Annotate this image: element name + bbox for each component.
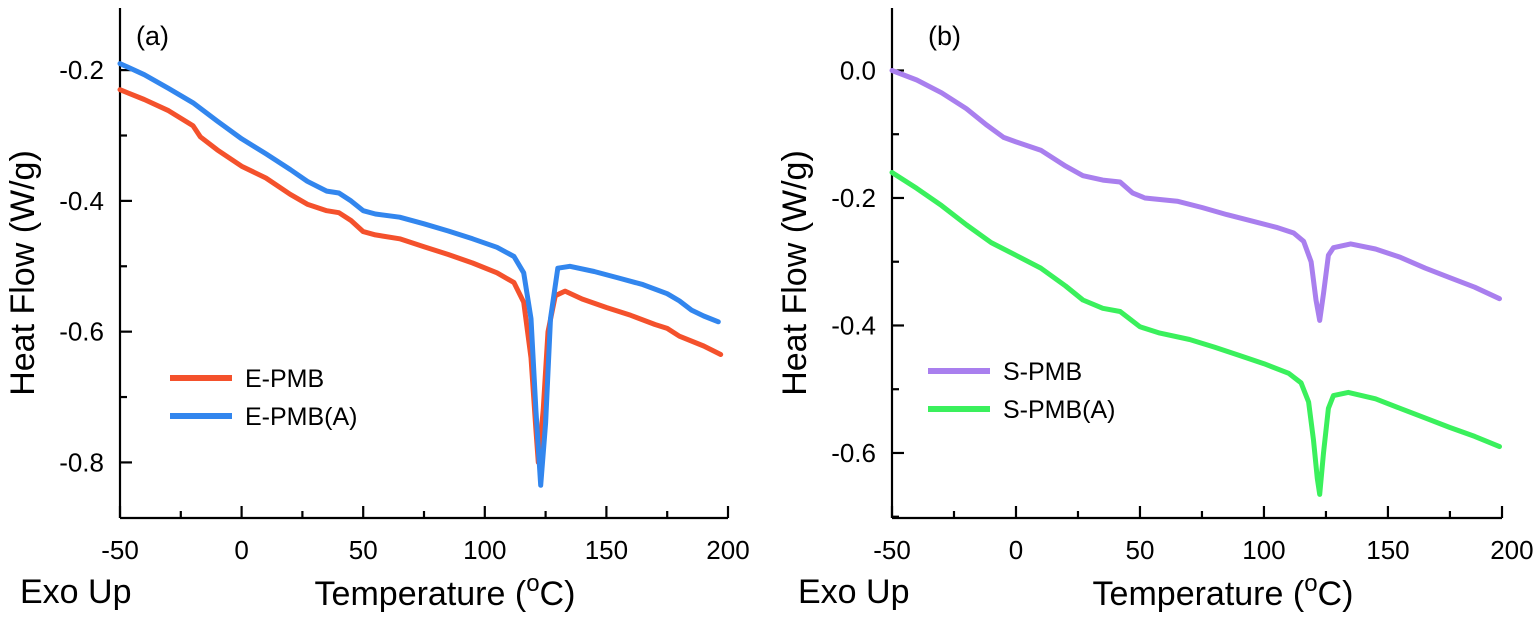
panel-a-x-tick-label: 0 xyxy=(234,535,248,565)
panel-a-x-axis-title: Temperature (oC) xyxy=(315,570,576,613)
panel-a-legend-label: E-PMB xyxy=(245,365,324,393)
panel-a-series-e-pmb xyxy=(117,87,724,465)
panel-b-x-axis-title-main: Temperature ( xyxy=(1093,575,1305,613)
panel-b-label: (b) xyxy=(928,21,961,51)
panel-a-exo-up-label: Exo Up xyxy=(20,573,132,611)
panel-a-x-axis-title-tail: C) xyxy=(540,575,576,613)
panel-b-x-axis-title-sup: o xyxy=(1304,570,1317,597)
panel-b-x-axis-title-tail: C) xyxy=(1318,575,1354,613)
panel-a-x-tick-label: 150 xyxy=(585,535,628,565)
panel-a-x-tick-label: 200 xyxy=(706,535,749,565)
panel-a-label: (a) xyxy=(136,21,169,51)
panel-b-x-axis-title: Temperature (oC) xyxy=(1093,570,1354,613)
panel-a-x-axis-title-sup: o xyxy=(526,570,539,597)
panel-a-x-tick-label: 100 xyxy=(463,535,506,565)
panel-a: -50 0 50 100 150 200 -0.2 -0.4 -0.6 -0.8 E-PMB E-PM… xyxy=(4,8,750,613)
panel-a-x-tick-label: -50 xyxy=(101,535,139,565)
panel-b-x-tick-label: 200 xyxy=(1490,535,1533,565)
panel-a-y-tick-label: -0.4 xyxy=(59,186,104,216)
panel-a-legend-label: E-PMB(A) xyxy=(245,403,358,431)
panel-b-x-tick-label: 150 xyxy=(1366,535,1409,565)
panel-a-y-tick-label: -0.2 xyxy=(59,55,104,85)
panel-a-x-axis-title-main: Temperature ( xyxy=(315,575,527,613)
panel-b-y-axis-title: Heat Flow (W/g) xyxy=(776,150,814,396)
panel-b-series-s-pmb xyxy=(889,68,1502,323)
panel-b: -50 0 50 100 150 200 0.0 -0.2 -0.4 -0.6 S-PMB S-PMB… xyxy=(776,8,1534,613)
panel-b-x-tick-label: -50 xyxy=(873,535,911,565)
panel-a-y-tick-label: -0.6 xyxy=(59,317,104,347)
panel-a-y-tick-label: -0.8 xyxy=(59,447,104,477)
panel-b-y-tick-label: 0.0 xyxy=(840,55,876,85)
panel-b-x-tick-label: 100 xyxy=(1242,535,1285,565)
panel-b-legend-label: S-PMB xyxy=(1003,358,1082,386)
panel-b-x-tick-label: 0 xyxy=(1009,535,1023,565)
panel-b-exo-up-label: Exo Up xyxy=(798,573,910,611)
panel-b-y-tick-label: -0.6 xyxy=(831,438,876,468)
panel-b-series-s-pmb-a xyxy=(889,170,1502,497)
panel-a-series-e-pmb-a xyxy=(117,61,721,488)
panel-b-y-tick-label: -0.4 xyxy=(831,310,876,340)
panel-a-y-axis-title: Heat Flow (W/g) xyxy=(4,150,42,396)
panel-b-legend-label: S-PMB(A) xyxy=(1003,396,1116,424)
panel-a-x-tick-label: 50 xyxy=(349,535,378,565)
panel-b-x-tick-label: 50 xyxy=(1126,535,1155,565)
panel-b-y-tick-label: -0.2 xyxy=(831,183,876,213)
